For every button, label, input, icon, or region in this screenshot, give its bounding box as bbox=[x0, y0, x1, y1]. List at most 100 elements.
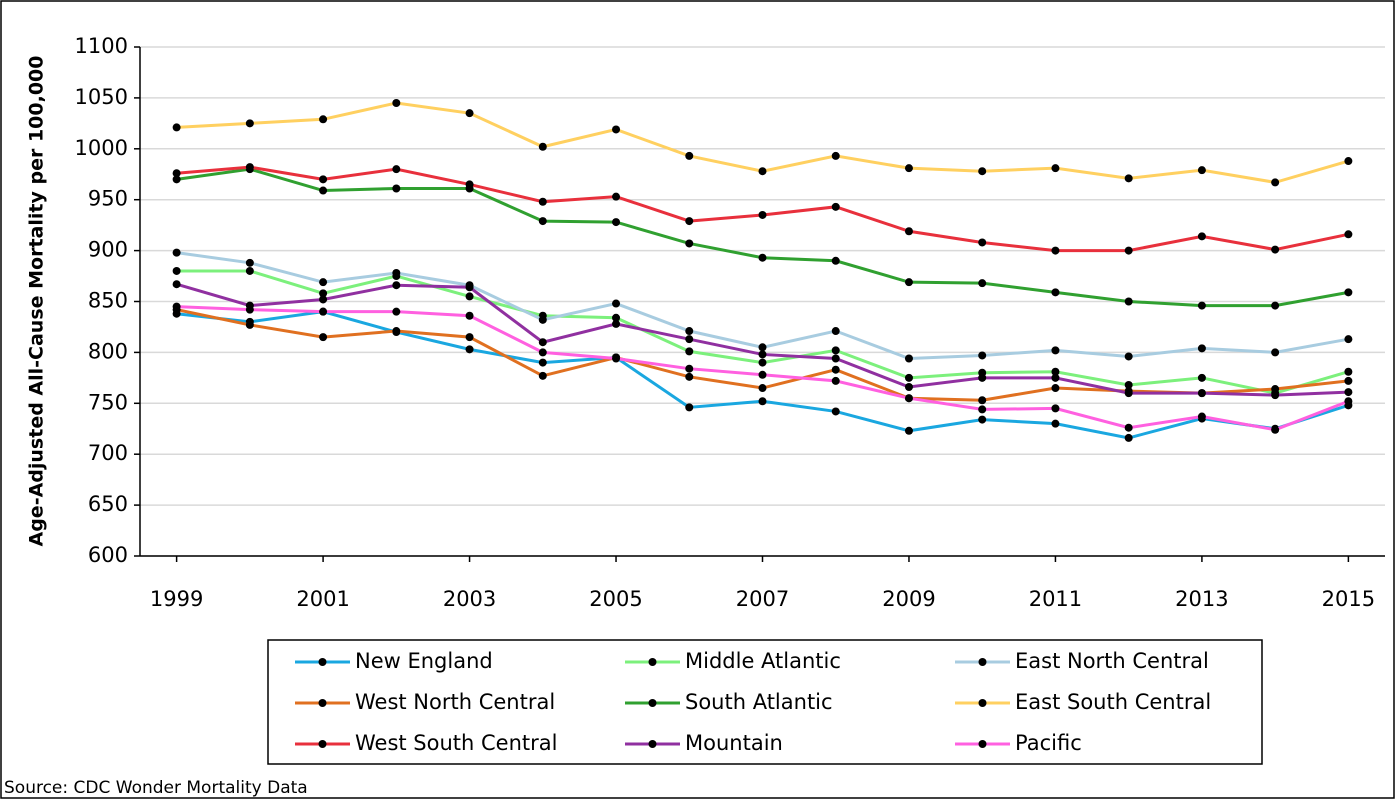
data-point bbox=[172, 123, 181, 132]
data-point bbox=[685, 364, 694, 373]
data-point bbox=[392, 165, 401, 174]
y-axis-label: Age-Adjusted All-Cause Mortality per 100… bbox=[26, 56, 48, 547]
y-tick-label: 800 bbox=[88, 339, 128, 363]
x-tick-label: 2009 bbox=[882, 587, 935, 611]
data-point bbox=[612, 218, 621, 227]
data-point bbox=[1124, 246, 1133, 255]
data-point bbox=[1344, 157, 1353, 166]
data-point bbox=[538, 142, 547, 151]
data-point bbox=[1124, 352, 1133, 361]
data-point bbox=[392, 281, 401, 290]
data-point bbox=[1197, 344, 1206, 353]
data-point bbox=[758, 210, 767, 219]
data-point bbox=[1124, 433, 1133, 442]
data-point bbox=[1197, 232, 1206, 241]
legend-label: New England bbox=[355, 649, 493, 673]
data-point bbox=[1344, 388, 1353, 397]
data-point bbox=[685, 217, 694, 226]
data-point bbox=[1271, 425, 1280, 434]
data-point bbox=[172, 169, 181, 178]
data-point bbox=[904, 373, 913, 382]
data-point bbox=[1344, 367, 1353, 376]
data-point bbox=[245, 305, 254, 314]
data-point bbox=[758, 343, 767, 352]
data-point bbox=[1197, 373, 1206, 382]
legend-marker bbox=[318, 699, 327, 707]
data-point bbox=[245, 163, 254, 172]
data-point bbox=[758, 370, 767, 379]
data-point bbox=[538, 371, 547, 380]
data-point bbox=[831, 376, 840, 385]
data-point bbox=[1344, 288, 1353, 297]
data-point bbox=[831, 346, 840, 355]
y-tick-label: 750 bbox=[88, 390, 128, 414]
x-tick-label: 2001 bbox=[296, 587, 349, 611]
data-point bbox=[758, 350, 767, 359]
data-point bbox=[758, 358, 767, 367]
y-tick-label: 950 bbox=[88, 187, 128, 211]
legend-marker bbox=[978, 658, 987, 666]
x-tick-label: 2015 bbox=[1322, 587, 1375, 611]
x-tick-label: 1999 bbox=[150, 587, 203, 611]
legend-marker bbox=[648, 699, 657, 707]
legend-label: East South Central bbox=[1015, 690, 1211, 714]
legend-marker bbox=[648, 740, 657, 748]
data-point bbox=[758, 384, 767, 393]
legend-label: Mountain bbox=[685, 731, 783, 755]
legend-box bbox=[267, 639, 1263, 765]
data-point bbox=[1051, 288, 1060, 297]
data-point bbox=[465, 292, 474, 301]
data-point bbox=[612, 319, 621, 328]
data-point bbox=[319, 186, 328, 195]
legend-marker bbox=[648, 658, 657, 666]
data-point bbox=[1271, 178, 1280, 187]
data-point bbox=[978, 238, 987, 247]
data-point bbox=[1124, 174, 1133, 183]
data-point bbox=[1124, 423, 1133, 432]
data-point bbox=[685, 372, 694, 381]
data-point bbox=[831, 151, 840, 160]
data-point bbox=[831, 365, 840, 374]
data-point bbox=[1051, 384, 1060, 393]
data-point bbox=[465, 311, 474, 320]
data-point bbox=[465, 109, 474, 118]
data-point bbox=[904, 278, 913, 287]
data-point bbox=[612, 192, 621, 201]
data-point bbox=[1051, 164, 1060, 173]
data-point bbox=[904, 426, 913, 435]
data-point bbox=[978, 279, 987, 288]
data-point bbox=[685, 239, 694, 248]
data-point bbox=[1197, 166, 1206, 175]
data-point bbox=[978, 167, 987, 176]
y-tick-label: 700 bbox=[88, 441, 128, 465]
data-point bbox=[831, 327, 840, 336]
data-point bbox=[1124, 389, 1133, 398]
data-point bbox=[1051, 373, 1060, 382]
data-point bbox=[392, 307, 401, 316]
data-point bbox=[1271, 391, 1280, 400]
data-point bbox=[1271, 348, 1280, 357]
data-point bbox=[685, 347, 694, 356]
data-point bbox=[538, 348, 547, 357]
legend-label: Middle Atlantic bbox=[685, 649, 841, 673]
data-point bbox=[1051, 404, 1060, 413]
data-point bbox=[831, 354, 840, 363]
legend-marker bbox=[318, 658, 327, 666]
data-point bbox=[1344, 335, 1353, 344]
data-point bbox=[538, 217, 547, 226]
data-point bbox=[978, 396, 987, 405]
data-point bbox=[612, 299, 621, 308]
x-tick-label: 2003 bbox=[443, 587, 496, 611]
data-point bbox=[758, 397, 767, 406]
data-point bbox=[465, 283, 474, 292]
x-tick-label: 2007 bbox=[736, 587, 789, 611]
data-point bbox=[831, 202, 840, 211]
y-tick-label: 1050 bbox=[75, 85, 128, 109]
data-point bbox=[319, 295, 328, 304]
data-point bbox=[685, 327, 694, 336]
data-point bbox=[319, 115, 328, 124]
data-point bbox=[392, 327, 401, 336]
data-point bbox=[1124, 380, 1133, 389]
data-point bbox=[319, 333, 328, 342]
